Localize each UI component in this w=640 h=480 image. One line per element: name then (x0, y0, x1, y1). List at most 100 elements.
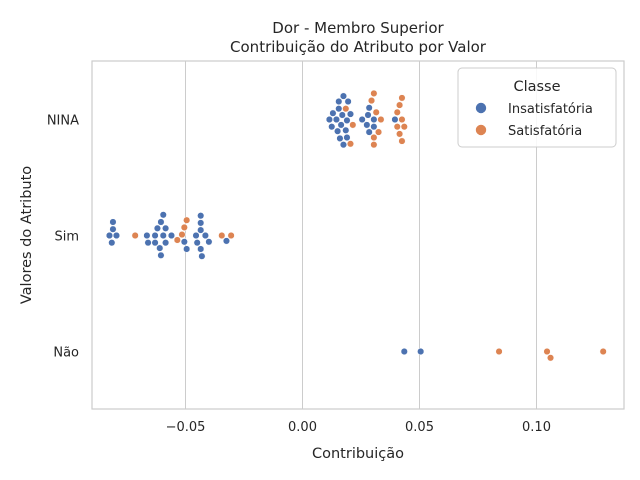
legend-marker-insatisfatoria (475, 102, 487, 114)
x-tick-labels: −0.05 0.00 0.05 0.10 (166, 420, 551, 435)
data-point (198, 252, 206, 260)
data-point (151, 231, 159, 240)
data-point (178, 231, 186, 239)
data-point (370, 115, 378, 124)
data-point (364, 111, 372, 119)
x-axis-label: Contribuição (312, 446, 404, 462)
data-point (332, 115, 340, 124)
data-point (183, 216, 191, 224)
y-tick-label: Sim (54, 230, 79, 245)
data-point (108, 239, 116, 247)
data-point (144, 239, 152, 247)
data-point (370, 123, 378, 131)
data-point (109, 218, 117, 226)
data-point (183, 245, 191, 253)
plot-frame (91, 60, 625, 410)
data-point (335, 105, 343, 113)
data-point (201, 231, 209, 240)
data-point (227, 231, 235, 240)
data-point (143, 231, 151, 240)
data-point (391, 115, 399, 124)
data-point (167, 231, 176, 240)
data-point (218, 231, 226, 240)
data-point (157, 218, 165, 226)
y-tick-labels: NINA Sim Não (47, 114, 79, 361)
data-point (162, 239, 170, 247)
data-point (358, 115, 366, 124)
data-point (131, 231, 139, 240)
data-point (599, 347, 607, 356)
data-point (112, 231, 121, 240)
data-point (197, 212, 205, 220)
data-point (180, 223, 188, 231)
data-point (396, 101, 404, 109)
data-point (173, 236, 181, 244)
data-point (343, 133, 351, 142)
x-tick-label: 0.00 (288, 420, 317, 435)
x-tick-label: 0.10 (522, 420, 551, 435)
data-point (365, 128, 373, 136)
data-point (346, 110, 355, 118)
data-point (156, 244, 164, 252)
data-point (349, 121, 357, 129)
data-point (339, 92, 348, 100)
data-point (109, 225, 117, 233)
data-point (377, 115, 385, 124)
data-points (105, 89, 607, 362)
data-point (335, 97, 343, 106)
data-point (398, 94, 406, 102)
data-point (367, 97, 376, 105)
data-point (495, 347, 503, 356)
legend-label-satisfatoria: Satisfatória (508, 124, 582, 139)
data-point (339, 141, 348, 149)
data-point (398, 115, 406, 124)
data-point (222, 237, 230, 245)
data-point (370, 141, 378, 149)
data-point (396, 130, 404, 138)
data-point (342, 105, 350, 113)
y-tick-label: Não (53, 346, 79, 361)
legend: Classe Insatisfatória Satisfatória (457, 67, 617, 148)
y-tick-label: NINA (47, 114, 79, 129)
legend-marker-satisfatoria (475, 124, 487, 136)
data-point (153, 224, 161, 232)
data-point (338, 111, 346, 119)
data-point (193, 239, 201, 247)
data-point (370, 133, 378, 142)
data-point (363, 121, 371, 129)
data-point (151, 239, 159, 247)
data-point (192, 231, 200, 240)
data-point (159, 211, 167, 219)
data-point (398, 137, 406, 145)
data-point (159, 231, 167, 240)
data-point (180, 238, 188, 246)
data-point (197, 219, 205, 227)
data-point (325, 115, 333, 124)
y-axis-label: Valores do Atributo (19, 166, 35, 304)
data-point (344, 97, 352, 106)
data-point (342, 126, 350, 134)
data-point (336, 134, 344, 142)
data-point (157, 251, 165, 259)
data-point (370, 89, 378, 97)
data-point (393, 123, 401, 131)
data-point (543, 347, 551, 356)
data-point (197, 226, 205, 234)
legend-title: Classe (513, 79, 560, 95)
data-point (546, 354, 555, 362)
data-point (372, 108, 380, 116)
data-point (334, 127, 342, 135)
chart-title: Dor - Membro Superior (272, 19, 444, 37)
data-point (337, 121, 345, 129)
x-tick-label: −0.05 (166, 420, 206, 435)
data-point (329, 109, 337, 117)
chart-subtitle: Contribuição do Atributo por Valor (230, 38, 487, 56)
data-point (328, 123, 336, 131)
legend-box (457, 67, 617, 148)
data-point (205, 238, 213, 246)
data-point (346, 140, 355, 148)
data-point (343, 116, 351, 124)
data-point (105, 231, 113, 240)
legend-label-insatisfatoria: Insatisfatória (508, 102, 593, 117)
